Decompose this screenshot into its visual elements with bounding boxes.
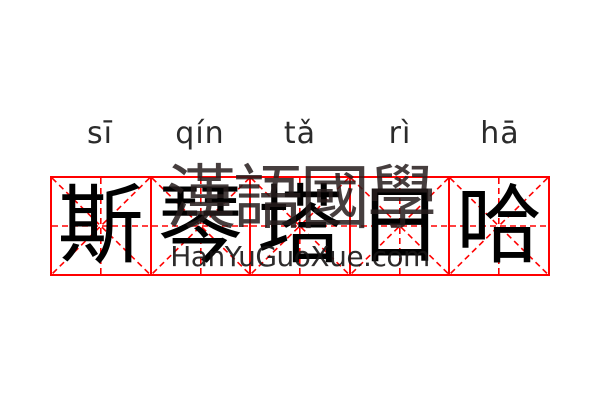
- mizige-guides-icon: [251, 178, 349, 274]
- pinyin-row: sī qín tǎ rì hā: [50, 112, 550, 156]
- pinyin-syllable: sī: [87, 116, 113, 151]
- grid-cell: 塔: [251, 178, 351, 274]
- hanzi-character: 塔: [256, 178, 343, 274]
- grid-cell: 哈: [450, 178, 548, 274]
- hanzi-character: 琴: [157, 178, 244, 274]
- mizige-guides-icon: [52, 178, 150, 274]
- pinyin-syllable: tǎ: [283, 116, 317, 151]
- grid-cell: 琴: [152, 178, 252, 274]
- practice-grid: 斯 琴 塔: [50, 176, 550, 276]
- hanzi-character: 哈: [456, 178, 543, 274]
- grid-cell: 斯: [52, 178, 152, 274]
- mizige-guides-icon: [351, 178, 449, 274]
- hanzi-character: 日: [356, 178, 443, 274]
- pinyin-syllable: qín: [175, 116, 225, 151]
- grid-cell: 日: [351, 178, 451, 274]
- mizige-guides-icon: [152, 178, 250, 274]
- pinyin-syllable: rì: [388, 116, 412, 151]
- mizige-guides-icon: [450, 178, 548, 274]
- pinyin-syllable: hā: [480, 116, 520, 151]
- hanzi-character: 斯: [57, 178, 144, 274]
